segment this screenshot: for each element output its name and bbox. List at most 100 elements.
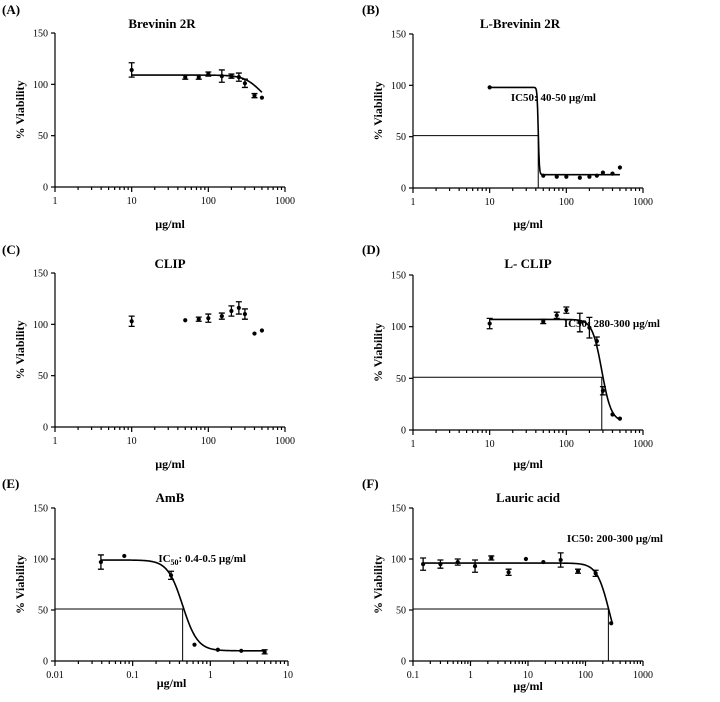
data-point [206, 71, 211, 77]
y-tick-label: 0 [43, 423, 48, 434]
x-tick-label: 10 [127, 436, 137, 447]
panel-label: (D) [362, 242, 380, 257]
panel-5: (E) AmB 0 50 100 150 0.01 0.1 1 10 µg/ml % Viabilit… [2, 476, 293, 690]
axes: 0 50 100 150 0.01 0.1 1 10 [33, 504, 293, 682]
x-tick-label: 10 [283, 670, 293, 681]
data-point [594, 339, 599, 344]
data-point [236, 75, 241, 80]
x-tick-label: 100 [201, 196, 216, 207]
data-point [438, 562, 443, 567]
y-tick-label: 0 [401, 426, 406, 437]
chart-title: L-Brevinin 2R [480, 16, 561, 31]
data-point [196, 317, 201, 322]
data-point [421, 562, 426, 567]
x-tick-label: 10 [485, 197, 495, 208]
data-point [554, 174, 559, 179]
data-point [564, 174, 569, 179]
data-point [600, 170, 606, 175]
data-point [183, 318, 188, 323]
data-point [610, 412, 615, 417]
data-point [558, 557, 563, 563]
data-point [554, 313, 559, 318]
x-tick-label: 1 [53, 196, 58, 207]
axes: 0 50 100 150 1 10 100 1000 [391, 30, 653, 209]
panel-4: (D) L- CLIP 0 50 100 150 1 10 100 1000 µg/ml % Viab… [362, 242, 660, 471]
data-point [455, 559, 460, 565]
data-point [600, 388, 606, 393]
x-tick-label: 0.01 [46, 670, 64, 681]
ic50-guide-line [55, 608, 184, 661]
chart-title: AmB [156, 490, 185, 505]
data-point [577, 175, 582, 180]
panel-label: (E) [2, 476, 19, 491]
y-tick-label: 50 [38, 371, 48, 382]
x-axis-label: µg/ml [155, 217, 185, 231]
chart-title: CLIP [154, 256, 185, 271]
x-tick-label: 10 [127, 196, 137, 207]
data-point [183, 75, 188, 80]
x-tick-label: 1 [53, 436, 58, 447]
x-axis-label: µg/ml [513, 457, 543, 471]
data-point [262, 649, 267, 654]
y-axis-label: % Viability [13, 80, 27, 139]
ic50-annotation: IC50: 200-300 µg/ml [567, 533, 663, 545]
y-tick-label: 50 [38, 606, 48, 617]
x-axis-label: µg/ml [513, 217, 543, 231]
x-tick-label: 10 [485, 439, 495, 450]
data-point [129, 319, 134, 324]
chart-title: L- CLIP [504, 256, 551, 271]
x-tick-label: 1000 [275, 436, 295, 447]
data-point [122, 553, 127, 559]
y-tick-label: 100 [33, 80, 48, 91]
y-axis-label: % Viability [13, 555, 27, 614]
x-tick-label: 100 [578, 670, 593, 681]
ic50-guide-line [413, 135, 539, 188]
x-tick-label: 1 [208, 670, 213, 681]
axes: 0 50 100 150 1 10 100 1000 [391, 271, 653, 451]
panel-3: (C) CLIP 0 50 100 150 1 10 100 1000 µg/ml % Viabili… [2, 242, 295, 471]
data-point [506, 570, 511, 575]
data-point [541, 319, 546, 324]
data-point [239, 648, 244, 653]
panel-2: (B) L-Brevinin 2R 0 50 100 150 1 10 100 1000 µg/ml… [362, 2, 653, 231]
x-tick-label: 1000 [633, 670, 653, 681]
data-point [242, 81, 248, 86]
data-point [489, 555, 494, 561]
x-tick-label: 0.1 [126, 670, 139, 681]
data-point [229, 308, 234, 314]
data-point [575, 569, 581, 574]
data-point [242, 311, 248, 317]
data-point [252, 93, 257, 98]
y-tick-label: 50 [38, 131, 48, 142]
data-point [594, 173, 599, 178]
y-tick-label: 100 [391, 555, 406, 566]
ic50-annotation: IC50: 280-300 µg/ml [564, 318, 660, 330]
data-point [219, 74, 224, 79]
y-tick-label: 100 [33, 555, 48, 566]
y-tick-label: 100 [33, 320, 48, 331]
data-point [168, 573, 174, 578]
data-point [577, 320, 582, 325]
panel-label: (F) [362, 476, 379, 491]
x-axis-label: µg/ml [513, 679, 543, 693]
y-tick-label: 50 [396, 132, 406, 143]
ic50-guide-line [413, 608, 609, 661]
y-tick-label: 0 [401, 184, 406, 195]
data-point [609, 621, 614, 626]
data-point [617, 416, 623, 421]
x-tick-label: 100 [559, 197, 574, 208]
fit-curve [489, 318, 621, 421]
data-point [523, 556, 529, 562]
data-point [206, 316, 211, 321]
ic50-annotation: IC50: 40-50 µg/ml [511, 92, 596, 104]
axes: 0 50 100 150 1 10 100 1000 [33, 29, 295, 208]
y-tick-label: 150 [33, 29, 48, 40]
data-point [252, 331, 257, 336]
data-point [593, 571, 598, 576]
data-point [541, 559, 546, 565]
data-point [487, 85, 492, 90]
panel-1: (A) Brevinin 2R 0 50 100 150 1 10 100 1000 µg/ml % … [2, 2, 295, 231]
panel-label: (A) [2, 2, 20, 17]
x-tick-label: 10 [523, 670, 533, 681]
